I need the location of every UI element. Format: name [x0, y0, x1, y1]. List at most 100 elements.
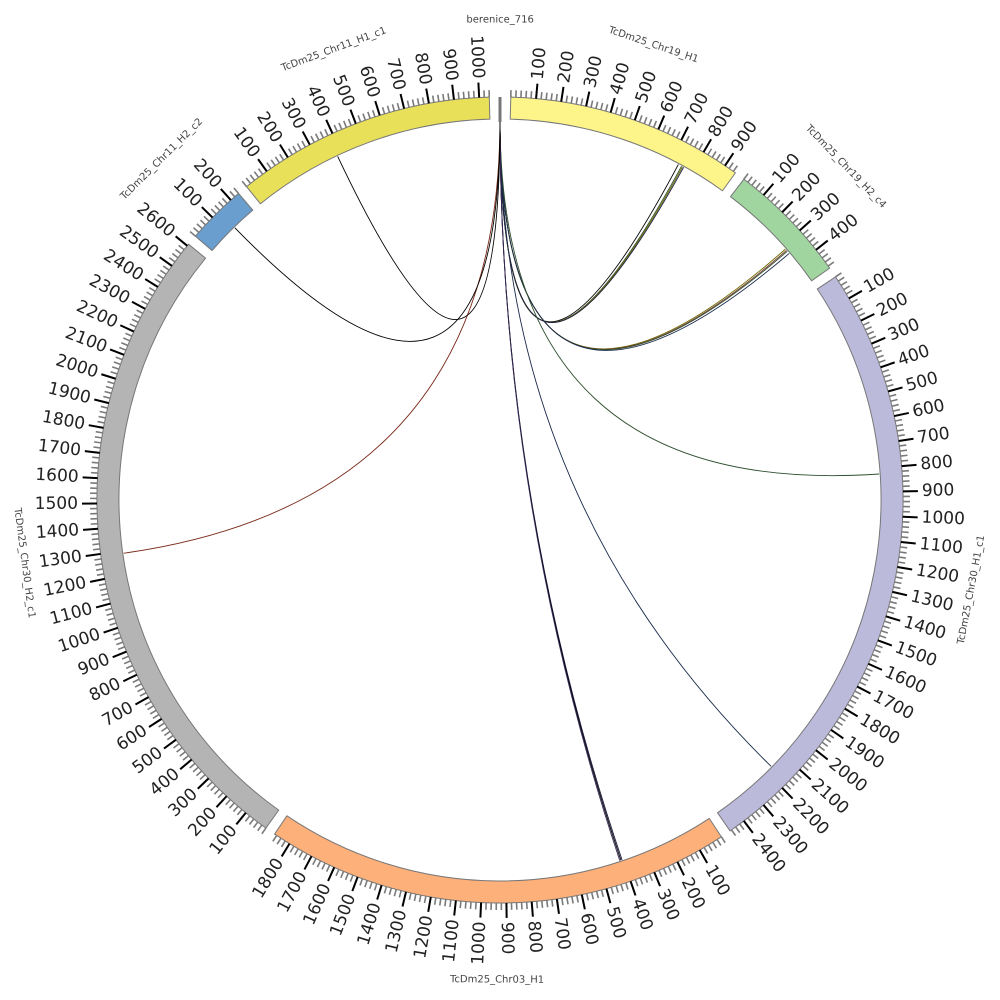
minor-tick — [871, 653, 879, 658]
major-tick — [680, 126, 689, 141]
minor-tick — [566, 897, 569, 905]
minor-tick — [342, 120, 348, 128]
minor-tick — [873, 344, 881, 350]
tick-label-tcdm25-chr30-h1-c1: 1100 — [919, 534, 964, 558]
minor-tick — [620, 884, 624, 892]
link-tcdm25-chr11-h1-c1-380[interactable] — [337, 119, 501, 320]
link-tcdm25-chr19-h1-760[interactable] — [499, 119, 685, 324]
major-tick — [257, 158, 268, 172]
link-tcdm25-chr30-h1-c1-2170[interactable] — [499, 119, 772, 767]
minor-tick — [121, 342, 129, 347]
major-tick — [880, 361, 896, 369]
link-tcdm25-chr19-h2-c4-342[interactable] — [499, 119, 790, 351]
minor-tick — [296, 143, 302, 151]
minor-tick — [662, 867, 668, 876]
minor-tick — [133, 313, 141, 319]
tick-label-tcdm25-chr30-h2-c1: 2000 — [53, 350, 100, 382]
minor-tick — [619, 108, 624, 116]
major-tick — [724, 152, 735, 167]
minor-tick — [861, 676, 869, 682]
tick-label-tcdm25-chr30-h2-c1: 1900 — [46, 378, 93, 408]
minor-tick — [743, 173, 749, 180]
minor-tick — [144, 700, 152, 706]
link-tcdm25-chr03-h1-410[interactable] — [499, 119, 622, 861]
minor-tick — [333, 124, 338, 132]
major-tick — [85, 552, 101, 557]
link-tcdm25-chr11-h2-c2-135[interactable] — [234, 119, 501, 342]
tick-label-tcdm25-chr30-h2-c1: 1400 — [35, 520, 80, 543]
minor-tick — [880, 630, 889, 634]
tick-label-tcdm25-chr03-h1: 300 — [652, 886, 683, 924]
minor-tick — [100, 405, 108, 409]
minor-tick — [192, 227, 200, 233]
tick-label-tcdm25-chr19-h1: 300 — [580, 54, 606, 90]
minor-tick — [600, 102, 604, 111]
minor-tick — [570, 96, 574, 104]
major-tick — [781, 200, 794, 213]
chromosome-name-tcdm25-chr30-h2-c1: TcDm25_Chr30_H2_c1 — [11, 506, 37, 618]
minor-tick — [892, 408, 901, 412]
minor-tick — [107, 380, 115, 385]
minor-tick — [442, 93, 445, 102]
minor-tick — [878, 359, 886, 364]
chromosome-tcdm25-chr30-h2-c1[interactable] — [96, 243, 280, 829]
minor-tick — [685, 135, 690, 143]
minor-tick — [92, 456, 100, 459]
minor-tick — [462, 91, 465, 99]
minor-tick — [199, 219, 207, 226]
minor-tick — [368, 881, 373, 890]
minor-tick — [874, 349, 883, 354]
minor-tick — [785, 210, 792, 217]
minor-tick — [604, 104, 609, 112]
minor-tick — [887, 610, 895, 615]
major-tick — [175, 235, 188, 247]
major-tick — [399, 93, 406, 109]
chromosome-tcdm25-chr19-h2-c4[interactable] — [729, 178, 831, 282]
minor-tick — [257, 168, 264, 175]
minor-tick — [276, 837, 282, 845]
minor-tick — [777, 203, 784, 210]
minor-tick — [535, 901, 539, 909]
minor-tick — [411, 99, 415, 107]
chromosome-tcdm25-chr11-h2-c2[interactable] — [194, 192, 254, 252]
major-tick — [112, 650, 127, 659]
minor-tick — [421, 97, 425, 105]
minor-tick — [105, 385, 113, 390]
minor-tick — [821, 253, 829, 259]
minor-tick — [685, 856, 691, 864]
minor-tick — [648, 873, 653, 881]
minor-tick — [154, 278, 162, 284]
chromosome-tcdm25-chr03-h1[interactable] — [273, 815, 723, 904]
major-tick — [351, 876, 359, 892]
major-tick — [349, 109, 357, 125]
chromosome-tcdm25-chr30-h1-c1[interactable] — [716, 276, 904, 832]
link-tcdm25-chr03-h1-415[interactable] — [499, 119, 621, 861]
minor-tick — [827, 261, 835, 267]
tick-label-tcdm25-chr30-h1-c1: 900 — [922, 480, 955, 501]
major-tick — [901, 463, 917, 468]
minor-tick — [96, 573, 104, 577]
major-tick — [897, 566, 913, 571]
chromosome-tcdm25-chr11-h1-c1[interactable] — [245, 96, 491, 205]
minor-tick — [555, 93, 558, 102]
link-tcdm25-chr30-h2-c1-1290[interactable] — [123, 119, 501, 554]
major-tick — [101, 373, 116, 380]
minor-tick — [123, 660, 131, 665]
minor-tick — [824, 737, 832, 743]
minor-tick — [812, 753, 819, 760]
major-tick — [103, 626, 119, 634]
chromosome-tcdm25-chr19-h1[interactable] — [509, 96, 737, 192]
link-tcdm25-chr03-h1-405[interactable] — [499, 119, 623, 861]
minor-tick — [438, 898, 442, 906]
minor-tick — [802, 229, 809, 235]
major-tick — [88, 424, 104, 429]
link-tcdm25-chr30-h1-c1-825[interactable] — [499, 119, 880, 477]
minor-tick — [901, 469, 910, 472]
minor-tick — [698, 143, 704, 151]
tick-label-tcdm25-chr03-h1: 1000 — [468, 921, 490, 965]
minor-tick — [590, 100, 594, 108]
tick-label-tcdm25-chr11-h1-c1: 400 — [302, 83, 334, 121]
minor-tick — [575, 97, 579, 105]
minor-tick — [550, 93, 553, 101]
